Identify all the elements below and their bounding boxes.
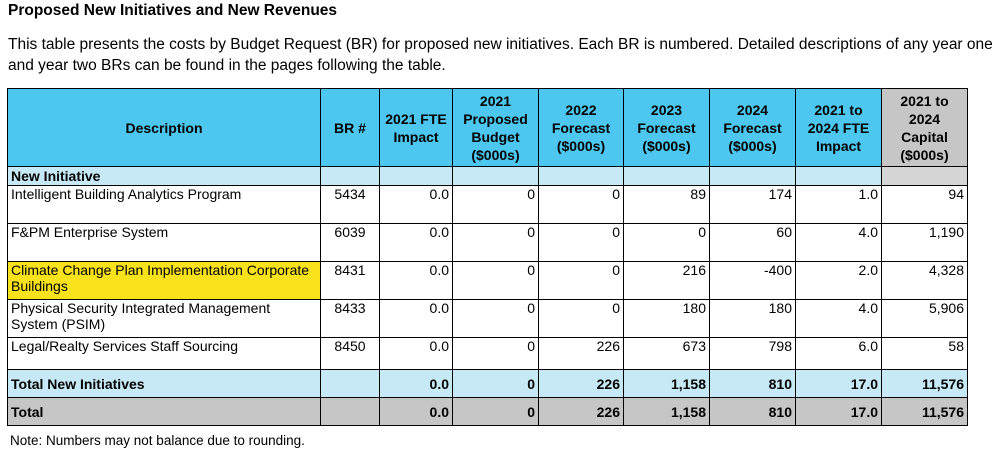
- row-budget: 0: [452, 261, 539, 300]
- header-fte: 2021 FTE Impact: [379, 88, 453, 167]
- total-2024: 810: [709, 397, 796, 426]
- row-description: Intelligent Building Analytics Program: [7, 185, 321, 224]
- total-fte-range: 17.0: [795, 397, 882, 426]
- footnote: Note: Numbers may not balance due to rou…: [10, 433, 305, 448]
- table-row: Legal/Realty Services Staff Sourcing 845…: [7, 337, 968, 370]
- table-row: F&PM Enterprise System 6039 0.0 0 0 0 60…: [7, 223, 968, 262]
- row-2022: 0: [538, 299, 624, 338]
- row-fte-range: 4.0: [795, 223, 882, 262]
- header-capital: 2021 to 2024 Capital ($000s): [881, 88, 968, 167]
- row-2024: 174: [709, 185, 796, 224]
- row-budget: 0: [452, 299, 539, 338]
- row-description: Physical Security Integrated Management …: [7, 299, 321, 338]
- header-2023: 2023 Forecast ($000s): [623, 88, 710, 167]
- grand-total-row: Total 0.0 0 226 1,158 810 17.0 11,576: [7, 397, 968, 426]
- row-fte-range: 2.0: [795, 261, 882, 300]
- row-fte-range: 6.0: [795, 337, 882, 370]
- row-2022: 0: [538, 223, 624, 262]
- total-new-budget: 0: [452, 369, 539, 398]
- header-description: Description: [7, 88, 321, 167]
- page-title: Proposed New Initiatives and New Revenue…: [8, 2, 338, 19]
- total-new-fte-range: 17.0: [795, 369, 882, 398]
- total-budget: 0: [452, 397, 539, 426]
- row-budget: 0: [452, 223, 539, 262]
- row-br: 8450: [320, 337, 380, 370]
- row-br: 8431: [320, 261, 380, 300]
- row-fte: 0.0: [379, 223, 453, 262]
- row-2024: 60: [709, 223, 796, 262]
- header-2022: 2022 Forecast ($000s): [538, 88, 624, 167]
- row-2023: 89: [623, 185, 710, 224]
- row-fte: 0.0: [379, 261, 453, 300]
- row-2024: -400: [709, 261, 796, 300]
- row-br: 5434: [320, 185, 380, 224]
- total-new-label: Total New Initiatives: [7, 369, 321, 398]
- total-new-initiatives-row: Total New Initiatives 0.0 0 226 1,158 81…: [7, 369, 968, 398]
- row-2024: 798: [709, 337, 796, 370]
- total-label: Total: [7, 397, 321, 426]
- row-2023: 180: [623, 299, 710, 338]
- table-row: Physical Security Integrated Management …: [7, 299, 968, 338]
- header-budget: 2021 Proposed Budget ($000s): [452, 88, 539, 167]
- total-capital: 11,576: [881, 397, 968, 426]
- row-fte: 0.0: [379, 299, 453, 338]
- row-capital: 4,328: [881, 261, 968, 300]
- total-new-2024: 810: [709, 369, 796, 398]
- row-fte-range: 1.0: [795, 185, 882, 224]
- row-description: F&PM Enterprise System: [7, 223, 321, 262]
- row-2022: 0: [538, 185, 624, 224]
- row-br: 8433: [320, 299, 380, 338]
- total-new-2022: 226: [538, 369, 624, 398]
- section-row: New Initiative: [7, 166, 968, 186]
- header-br: BR #: [320, 88, 380, 167]
- total-new-2023: 1,158: [623, 369, 710, 398]
- row-fte-range: 4.0: [795, 299, 882, 338]
- total-2023: 1,158: [623, 397, 710, 426]
- row-budget: 0: [452, 185, 539, 224]
- row-capital: 94: [881, 185, 968, 224]
- header-fte-range: 2021 to 2024 FTE Impact: [795, 88, 882, 167]
- header-row: Description BR # 2021 FTE Impact 2021 Pr…: [7, 88, 968, 167]
- row-capital: 5,906: [881, 299, 968, 338]
- section-label: New Initiative: [7, 166, 321, 186]
- intro-paragraph: This table presents the costs by Budget …: [8, 36, 993, 74]
- table-row: Intelligent Building Analytics Program 5…: [7, 185, 968, 224]
- row-2023: 0: [623, 223, 710, 262]
- total-new-capital: 11,576: [881, 369, 968, 398]
- table-row: Climate Change Plan Implementation Corpo…: [7, 261, 968, 300]
- row-description: Legal/Realty Services Staff Sourcing: [7, 337, 321, 370]
- row-fte: 0.0: [379, 185, 453, 224]
- row-budget: 0: [452, 337, 539, 370]
- row-2023: 216: [623, 261, 710, 300]
- total-fte: 0.0: [379, 397, 453, 426]
- row-capital: 58: [881, 337, 968, 370]
- initiatives-table: Description BR # 2021 FTE Impact 2021 Pr…: [7, 88, 968, 426]
- row-2022: 226: [538, 337, 624, 370]
- row-2023: 673: [623, 337, 710, 370]
- total-2022: 226: [538, 397, 624, 426]
- row-fte: 0.0: [379, 337, 453, 370]
- row-description: Climate Change Plan Implementation Corpo…: [7, 261, 321, 300]
- total-new-fte: 0.0: [379, 369, 453, 398]
- header-2024: 2024 Forecast ($000s): [709, 88, 796, 167]
- row-br: 6039: [320, 223, 380, 262]
- row-2022: 0: [538, 261, 624, 300]
- row-2024: 180: [709, 299, 796, 338]
- row-capital: 1,190: [881, 223, 968, 262]
